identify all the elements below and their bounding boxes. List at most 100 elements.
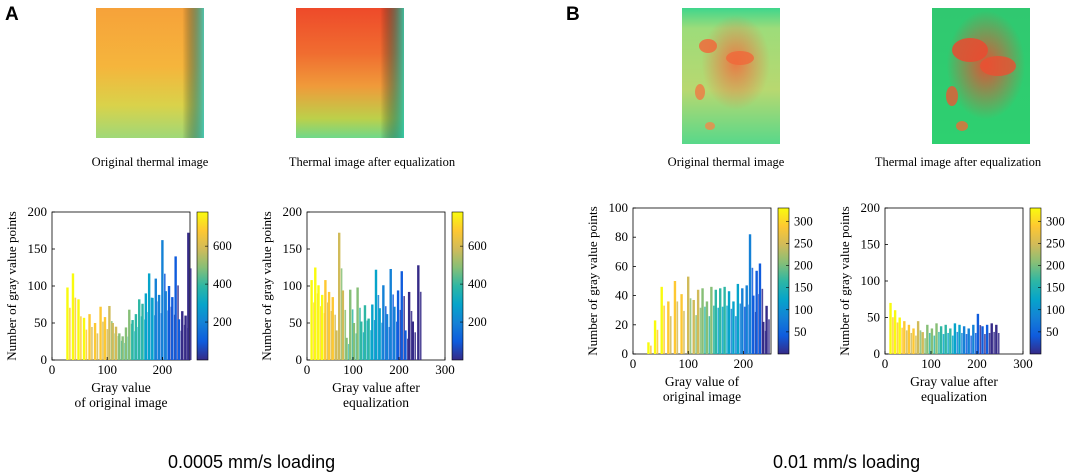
bar [916, 321, 920, 354]
bar [951, 335, 954, 354]
bar [320, 294, 324, 360]
histogram-a-equalized: 0 100 200 300 0 50 100 150 200 Gray value aftereq… [259, 204, 487, 410]
bar [701, 288, 704, 354]
y-tick-label: 0 [296, 352, 303, 367]
bar [151, 297, 154, 360]
y-tick-label: 100 [28, 278, 48, 293]
bar [990, 323, 993, 354]
bar [704, 306, 706, 354]
bar [407, 291, 411, 360]
bar [396, 321, 398, 360]
y-tick-label: 0 [41, 352, 48, 367]
colorbar-tick-label: 50 [794, 325, 807, 339]
bar [177, 319, 181, 360]
bar [730, 308, 733, 354]
bar [721, 306, 724, 354]
caption-b-original: Original thermal image [667, 155, 785, 169]
bar [345, 337, 348, 360]
bar [726, 305, 728, 354]
colorbar-tick-label: 200 [213, 315, 232, 329]
bar [77, 299, 80, 360]
bar [88, 314, 91, 360]
y-tick-label: 100 [861, 273, 881, 288]
bar [154, 278, 157, 360]
bar [385, 314, 389, 360]
bar [320, 306, 322, 360]
bar [924, 338, 926, 354]
y-tick-label: 40 [615, 288, 628, 303]
panel-letter-a: A [5, 4, 19, 25]
bar [313, 302, 315, 360]
bar [384, 306, 387, 360]
x-tick-label: 200 [153, 362, 173, 377]
bar [66, 287, 69, 360]
bar [985, 324, 989, 354]
bar [147, 273, 151, 360]
bar [341, 290, 345, 360]
bar [719, 288, 722, 354]
bar [997, 332, 1000, 354]
bar [340, 268, 343, 360]
y-tick-label: 150 [861, 237, 881, 252]
bar [344, 309, 347, 360]
bar [171, 297, 174, 360]
colorbar [451, 211, 464, 361]
bar [348, 344, 350, 360]
y-axis-label: Number of gray value points [4, 211, 19, 360]
y-tick-label: 150 [283, 241, 303, 256]
bar [660, 286, 663, 354]
bar [80, 316, 82, 360]
thermal-image-a-equalized [296, 8, 404, 138]
bar [705, 301, 709, 354]
x-tick-label: 0 [304, 362, 311, 377]
histogram-b-original: 0 100 200 0 20 40 60 80 100 Gray value oforiginal… [585, 200, 813, 404]
x-tick-label: 100 [97, 362, 117, 377]
bar [69, 307, 71, 360]
bar [131, 320, 134, 360]
y-tick-label: 150 [28, 241, 48, 256]
bar [942, 334, 945, 354]
bar [653, 320, 657, 354]
bar [762, 321, 765, 354]
bar [181, 311, 184, 360]
bar [903, 321, 906, 354]
colorbar-tick-label: 400 [213, 277, 232, 291]
colorbar-tick-label: 100 [794, 303, 813, 317]
x-tick-label: 100 [921, 356, 941, 371]
bar [360, 321, 363, 360]
x-tick-label: 300 [1013, 356, 1033, 371]
bar [399, 309, 402, 360]
bar [317, 285, 320, 360]
bar [669, 316, 672, 354]
bar [743, 306, 746, 354]
bar [974, 332, 977, 354]
bar [91, 326, 93, 360]
bar [184, 315, 187, 360]
y-axis-label: Number of gray value points [837, 206, 852, 355]
colorbar [1029, 207, 1042, 355]
bar [330, 310, 333, 360]
bar [157, 294, 161, 360]
bar [144, 293, 148, 360]
y-tick-label: 100 [283, 278, 303, 293]
y-tick-label: 100 [609, 200, 629, 215]
y-tick-label: 20 [615, 317, 628, 332]
bar [676, 301, 679, 354]
bar [667, 301, 670, 354]
colorbar-tick-label: 200 [468, 315, 487, 329]
loading-label-b: 0.01 mm/s loading [773, 452, 921, 472]
x-tick-label: 300 [435, 362, 455, 377]
bar [167, 286, 171, 360]
bar [714, 289, 717, 354]
bar [352, 323, 356, 360]
x-tick-label: 100 [343, 362, 363, 377]
bar [96, 333, 99, 360]
bar [892, 317, 894, 354]
bar [761, 288, 764, 354]
bar [905, 330, 908, 354]
bar [689, 298, 692, 354]
bar [889, 302, 892, 354]
bar [359, 307, 361, 360]
bar [935, 323, 938, 354]
